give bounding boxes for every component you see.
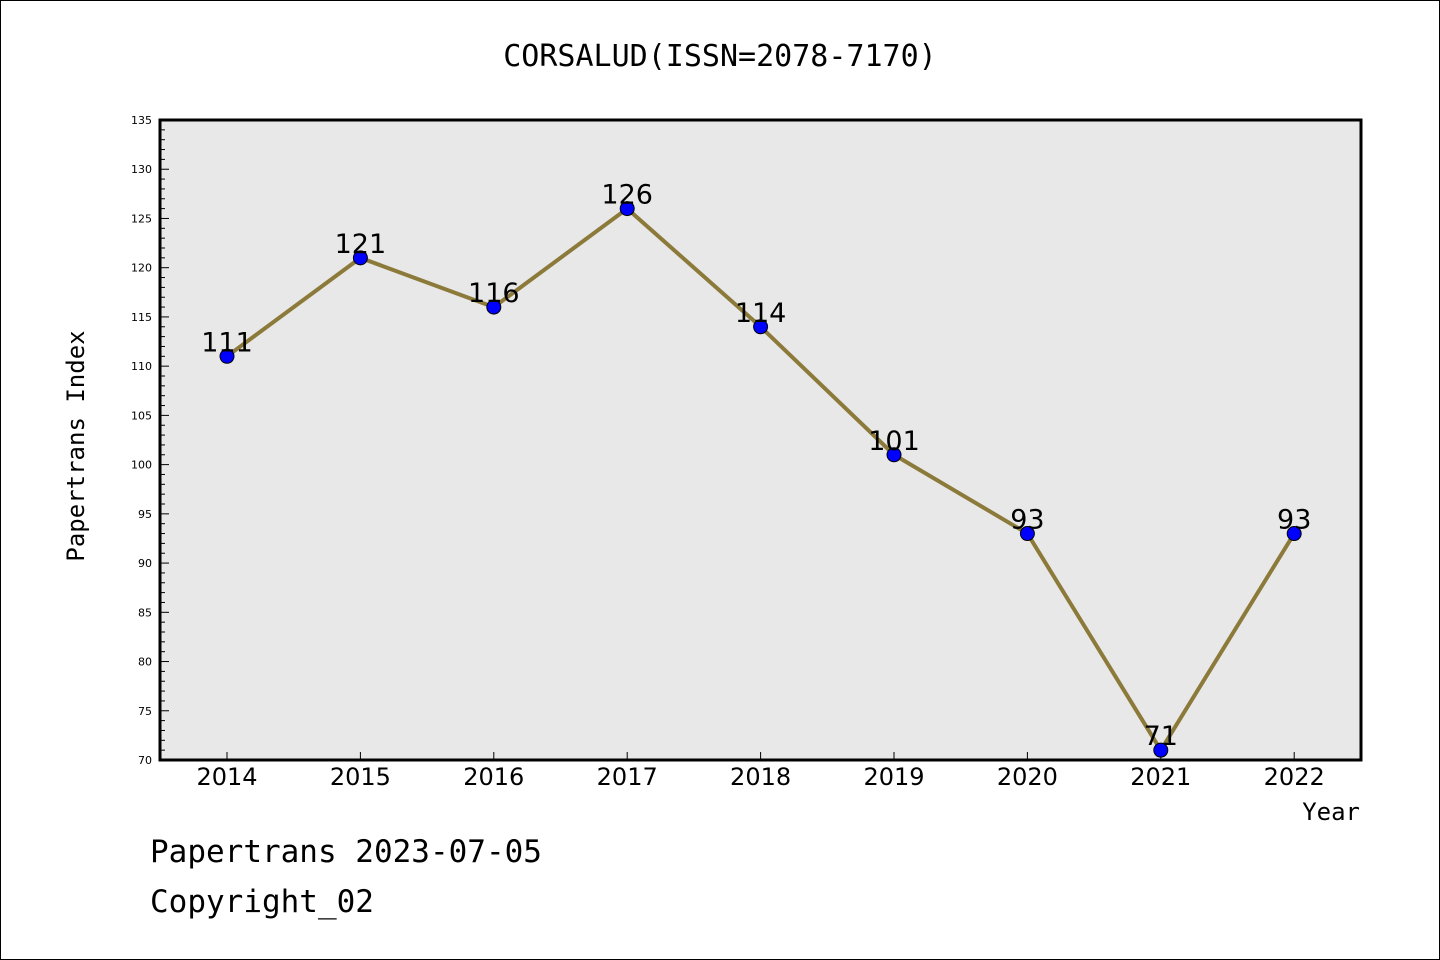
data-label: 93 bbox=[1277, 505, 1311, 536]
x-axis-label: Year bbox=[1302, 798, 1360, 826]
footer-copyright: Copyright_02 bbox=[150, 884, 374, 920]
y-axis-label: Papertrans Index bbox=[62, 330, 90, 561]
chart-title: CORSALUD(ISSN=2078-7170) bbox=[503, 39, 936, 74]
data-point bbox=[352, 250, 368, 266]
data-point bbox=[886, 447, 902, 463]
data-label: 111 bbox=[201, 327, 253, 358]
x-tick-label: 2022 bbox=[1264, 763, 1325, 791]
series-markers bbox=[219, 201, 1302, 758]
y-tick-label: 85 bbox=[138, 606, 152, 619]
x-tick-label: 2016 bbox=[463, 763, 524, 791]
data-label: 116 bbox=[468, 278, 520, 309]
x-axis-ticks: 2014 2015 2016 2017 2018 2019 2020 2021 2022 bbox=[196, 752, 1325, 791]
data-point bbox=[1286, 526, 1302, 542]
footer-date: Papertrans 2023-07-05 bbox=[150, 834, 542, 870]
data-label: 121 bbox=[335, 229, 387, 260]
data-point bbox=[219, 348, 235, 364]
y-tick-label: 105 bbox=[131, 409, 152, 422]
data-label: 101 bbox=[868, 426, 920, 457]
data-label: 114 bbox=[735, 298, 787, 329]
y-tick-label: 80 bbox=[138, 656, 152, 669]
data-label: 126 bbox=[601, 180, 653, 211]
x-tick-label: 2017 bbox=[597, 763, 658, 791]
data-label: 93 bbox=[1010, 505, 1044, 536]
data-point bbox=[619, 201, 635, 217]
y-tick-label: 125 bbox=[131, 212, 152, 225]
x-tick-label: 2019 bbox=[863, 763, 924, 791]
x-tick-label: 2015 bbox=[330, 763, 391, 791]
data-point bbox=[486, 299, 502, 315]
x-tick-label: 2021 bbox=[1130, 763, 1191, 791]
y-tick-label: 130 bbox=[131, 163, 152, 176]
x-tick-label: 2018 bbox=[730, 763, 791, 791]
y-tick-label: 100 bbox=[131, 459, 152, 472]
x-tick-label: 2014 bbox=[196, 763, 257, 791]
y-tick-label: 95 bbox=[138, 508, 152, 521]
y-tick-label: 90 bbox=[138, 557, 152, 570]
y-tick-label: 75 bbox=[138, 705, 152, 718]
y-minor-ticks bbox=[160, 129, 165, 751]
y-axis-ticks: 70 75 80 85 90 95 100 105 110 115 120 125 130 135 bbox=[131, 114, 169, 767]
x-tick-label: 2020 bbox=[997, 763, 1058, 791]
plot-area bbox=[158, 118, 1363, 762]
y-tick-label: 115 bbox=[131, 311, 152, 324]
data-label: 71 bbox=[1144, 721, 1178, 752]
data-point bbox=[1153, 742, 1169, 758]
y-tick-label: 135 bbox=[131, 114, 152, 127]
y-tick-label: 120 bbox=[131, 262, 152, 275]
y-tick-label: 70 bbox=[138, 754, 152, 767]
data-point bbox=[753, 319, 769, 335]
data-labels: 111 121 116 126 114 101 93 71 93 bbox=[201, 180, 1311, 753]
data-point bbox=[1019, 526, 1035, 542]
y-tick-label: 110 bbox=[131, 360, 152, 373]
